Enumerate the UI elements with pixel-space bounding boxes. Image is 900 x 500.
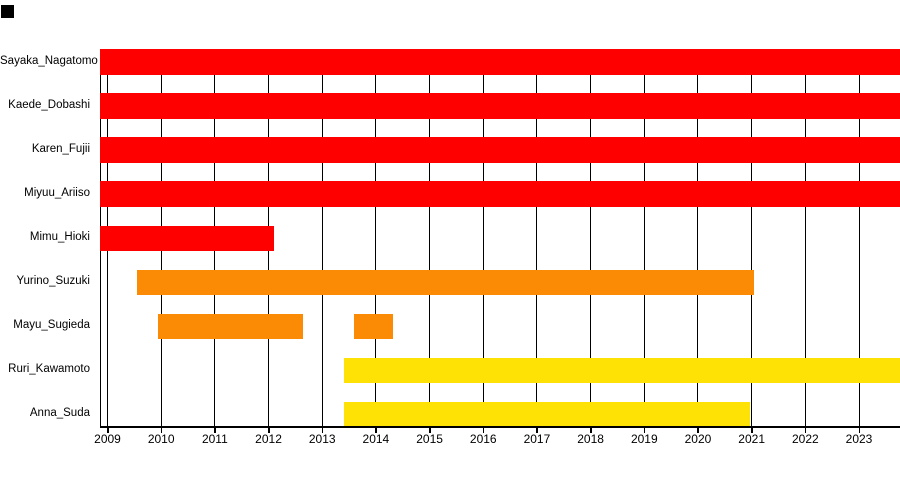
row-label: Ruri_Kawamoto	[8, 363, 90, 376]
row-label: Miyuu_Ariiso	[24, 187, 90, 200]
x-tick-label: 2021	[738, 432, 766, 446]
year-gridline	[643, 49, 645, 427]
x-tick-label: 2011	[201, 432, 228, 446]
x-tick-label: 2019	[630, 432, 658, 446]
row-label: Karen_Fujii	[31, 143, 90, 156]
row-label: Yurino_Suzuki	[16, 275, 90, 288]
row-label: Sayaka_Nagatomo	[0, 55, 98, 68]
x-axis-tick	[268, 427, 270, 433]
year-gridline	[751, 49, 753, 427]
x-tick-label: 2020	[684, 432, 712, 446]
x-tick-label: 2015	[416, 432, 443, 446]
x-tick-label: 2018	[577, 432, 604, 446]
x-axis-tick	[107, 427, 109, 433]
year-gridline	[536, 49, 538, 427]
row-label: Anna_Suda	[29, 407, 90, 420]
window-corner-icon	[1, 5, 14, 18]
x-axis-tick	[643, 427, 646, 433]
row-label: Mimu_Hioki	[29, 231, 90, 244]
x-tick-label: 2017	[523, 432, 551, 446]
x-axis-tick	[590, 427, 592, 433]
row-label: Mayu_Sugieda	[13, 319, 90, 332]
year-gridline	[482, 49, 484, 427]
x-axis-tick	[321, 427, 324, 433]
x-axis-tick	[482, 427, 485, 433]
x-axis-tick	[697, 427, 699, 433]
year-gridline	[804, 49, 806, 427]
x-tick-label: 2023	[845, 432, 873, 446]
year-gridline	[375, 49, 377, 427]
timeline-bar-segment	[354, 313, 393, 340]
year-gridline	[590, 49, 592, 427]
year-gridline	[858, 49, 860, 427]
timeline-bar-segment	[100, 49, 900, 75]
row-label: Kaede_Dobashi	[8, 99, 90, 112]
timeline-bar-segment	[100, 137, 900, 163]
x-axis-tick	[375, 427, 377, 433]
timeline-bar-segment	[137, 269, 755, 296]
x-axis-tick	[751, 427, 753, 433]
timeline-bar-segment	[343, 357, 900, 384]
x-axis-tick	[536, 427, 538, 433]
x-tick-label: 2009	[94, 432, 121, 446]
timeline-bar-segment	[158, 313, 304, 340]
year-gridline	[697, 49, 699, 427]
plot-area	[99, 49, 900, 428]
timeline-bar-segment	[343, 401, 751, 428]
x-tick-label: 2014	[362, 432, 390, 446]
timeline-bar-segment	[100, 181, 900, 207]
x-axis-tick	[804, 427, 807, 433]
timeline-bar-segment	[100, 93, 900, 119]
x-axis-tick	[858, 427, 861, 433]
x-axis-tick	[429, 427, 431, 433]
x-axis-tick	[214, 427, 216, 433]
year-gridline	[321, 49, 323, 427]
x-axis-tick	[160, 427, 163, 433]
x-tick-label: 2012	[255, 432, 282, 446]
x-tick-label: 2022	[791, 432, 819, 446]
x-tick-label: 2010	[147, 432, 175, 446]
timeline-bar-segment	[100, 225, 274, 251]
x-axis-line	[100, 426, 900, 428]
x-tick-label: 2013	[308, 432, 336, 446]
x-tick-label: 2016	[469, 432, 497, 446]
year-gridline	[429, 49, 431, 427]
